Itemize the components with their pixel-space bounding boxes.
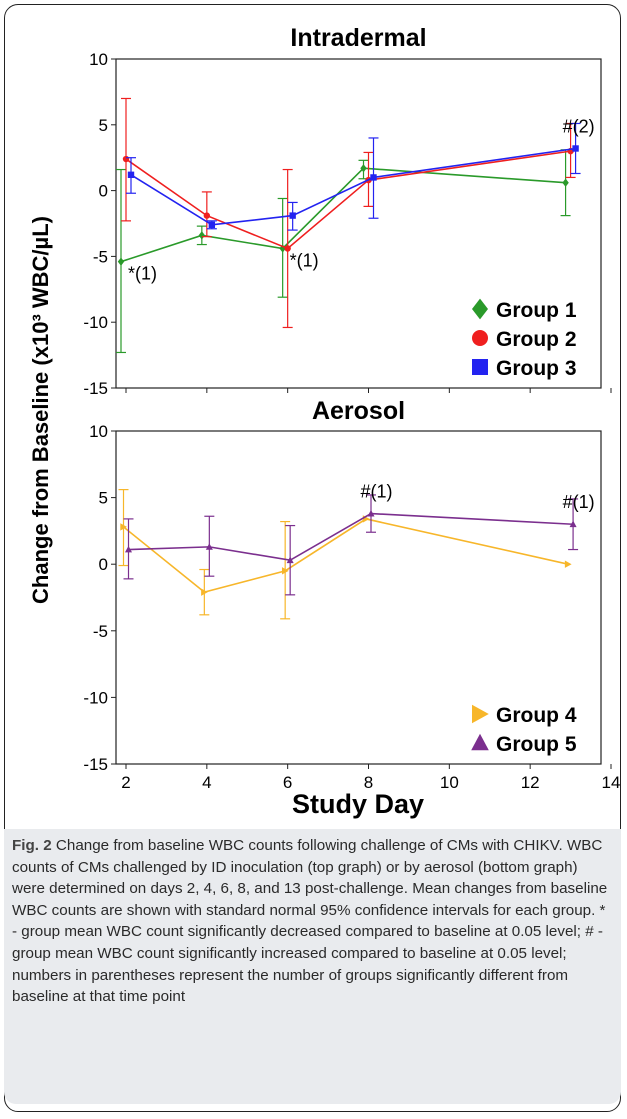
x-tick-label: 8	[364, 773, 373, 792]
data-point	[127, 171, 135, 179]
annotation: *(1)	[128, 264, 157, 284]
y-tick-label: -15	[83, 379, 108, 398]
x-tick-label: 4	[202, 773, 211, 792]
x-tick-label: 10	[440, 773, 459, 792]
x-tick-label: 12	[521, 773, 540, 792]
y-tick-label: -10	[83, 313, 108, 332]
legend-marker	[472, 359, 488, 375]
legend-item: Group 4	[472, 704, 577, 727]
legend-label: Group 4	[496, 704, 577, 727]
data-point	[198, 231, 206, 240]
series-line	[128, 512, 574, 562]
figure-caption: Fig. 2 Change from baseline WBC counts f…	[12, 835, 608, 1008]
caption-text: Change from baseline WBC counts followin…	[12, 837, 608, 1006]
legend-marker	[472, 704, 489, 724]
chart-title: Aerosol	[312, 397, 405, 425]
annotation: #(2)	[563, 116, 595, 136]
data-point	[569, 520, 577, 528]
data-point	[370, 174, 377, 181]
x-axis-label: Study Day	[292, 789, 424, 819]
data-point	[201, 588, 208, 596]
legend-item: Group 2	[472, 328, 577, 351]
data-point	[205, 543, 213, 550]
data-point	[281, 567, 289, 575]
y-tick-label: 5	[99, 116, 108, 135]
legend-label: Group 2	[496, 328, 577, 351]
y-tick-label: 0	[99, 555, 108, 574]
data-point	[284, 245, 291, 252]
series-line	[125, 150, 571, 250]
data-point	[286, 556, 294, 564]
data-point	[117, 257, 125, 266]
legend-marker	[472, 298, 488, 320]
annotation: #(1)	[361, 482, 393, 502]
data-point	[367, 509, 375, 517]
series-line	[122, 518, 569, 594]
legend-label: Group 1	[496, 299, 577, 322]
legend-label: Group 3	[496, 357, 577, 380]
chart-panel-2: Aerosol -15 -10 -5 0 5 10 2 4 6 8 10 12 14 #(1) #(1) Gro…	[83, 397, 620, 792]
y-axis-label: Change from Baseline (x10³ WBC/µL)	[28, 216, 53, 604]
legend-marker	[471, 733, 489, 751]
data-point	[120, 523, 128, 531]
y-tick-label: -10	[83, 688, 108, 707]
annotation: *(1)	[290, 251, 319, 271]
legend-item: Group 5	[471, 733, 577, 756]
legend-label: Group 5	[496, 733, 577, 756]
data-point	[360, 164, 367, 173]
series-group-1	[116, 149, 571, 354]
y-tick-label: -5	[93, 622, 108, 641]
chart-title: Intradermal	[290, 24, 426, 52]
data-point	[124, 545, 133, 553]
x-tick-label: 2	[121, 773, 130, 792]
series-group-5	[123, 494, 579, 596]
y-tick-label: 5	[99, 489, 108, 508]
chart-panel-1: Intradermal -15 -10 -5 0 5 10 *(1) *(1) #(2) Group…	[83, 24, 612, 398]
data-point	[208, 221, 216, 229]
legend-marker	[472, 330, 488, 346]
legend-item: Group 1	[472, 298, 577, 322]
plot-area	[115, 58, 602, 389]
legend-item: Group 3	[472, 357, 577, 380]
x-tick-label: 14	[602, 773, 621, 792]
data-point	[203, 212, 211, 219]
data-point	[572, 145, 579, 152]
series-group-3	[126, 122, 581, 231]
annotation: #(1)	[563, 492, 595, 512]
series-line	[120, 167, 566, 263]
y-tick-label: 10	[89, 422, 108, 441]
data-point	[562, 178, 569, 187]
y-tick-label: 10	[89, 50, 108, 69]
data-point	[122, 155, 130, 163]
caption-background	[4, 829, 621, 1104]
series-group-4	[118, 489, 572, 620]
x-tick-label: 6	[283, 773, 292, 792]
caption-label: Fig. 2	[12, 837, 52, 854]
series-group-2	[121, 97, 576, 329]
y-tick-label: 0	[99, 182, 108, 201]
y-tick-label: -5	[93, 247, 108, 266]
figure-canvas: Change from Baseline (x10³ WBC/µL) Study…	[28, 24, 620, 819]
y-tick-label: -15	[83, 755, 108, 774]
plot-area	[115, 430, 602, 765]
data-point	[289, 212, 296, 219]
data-point	[564, 560, 572, 568]
